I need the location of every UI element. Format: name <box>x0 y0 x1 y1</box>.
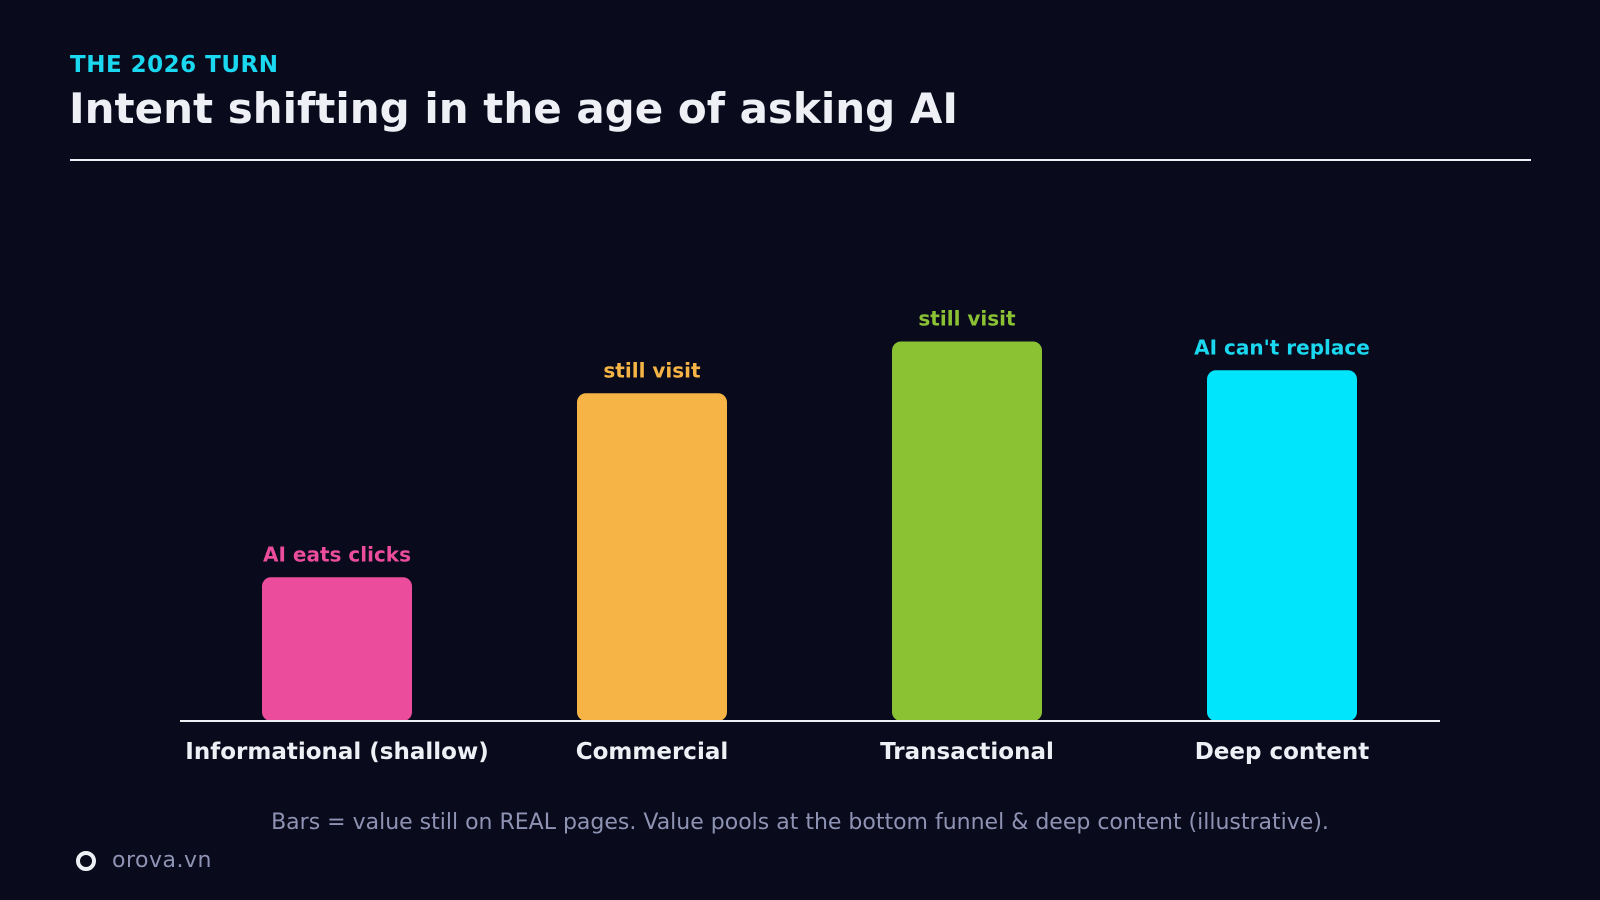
bars-group <box>262 342 1357 722</box>
category-label-informational-shallow: Informational (shallow) <box>185 739 488 765</box>
brand-footer: orova.vn <box>76 848 212 873</box>
bar-transactional <box>892 342 1042 722</box>
ring-logo-icon <box>76 851 96 871</box>
annotation-label-commercial: still visit <box>603 358 701 382</box>
category-label-transactional: Transactional <box>880 739 1054 765</box>
category-label-commercial: Commercial <box>576 739 728 765</box>
category-label-deep-content: Deep content <box>1195 739 1370 765</box>
annotation-label-informational-shallow: AI eats clicks <box>263 542 411 566</box>
annotation-label-transactional: still visit <box>918 307 1016 331</box>
bar-informational-shallow <box>262 577 412 721</box>
brand-name: orova.vn <box>112 848 212 873</box>
bar-commercial <box>577 393 727 721</box>
bar-deep-content <box>1207 370 1357 721</box>
annotation-labels-group: AI eats clicks still visit still visit AI c… <box>263 307 1370 567</box>
annotation-label-deep-content: AI can't replace <box>1194 335 1370 359</box>
category-labels-group: Informational (shallow) Commercial Transac… <box>185 739 1369 765</box>
chart-caption: Bars = value still on REAL pages. Value … <box>0 810 1600 835</box>
